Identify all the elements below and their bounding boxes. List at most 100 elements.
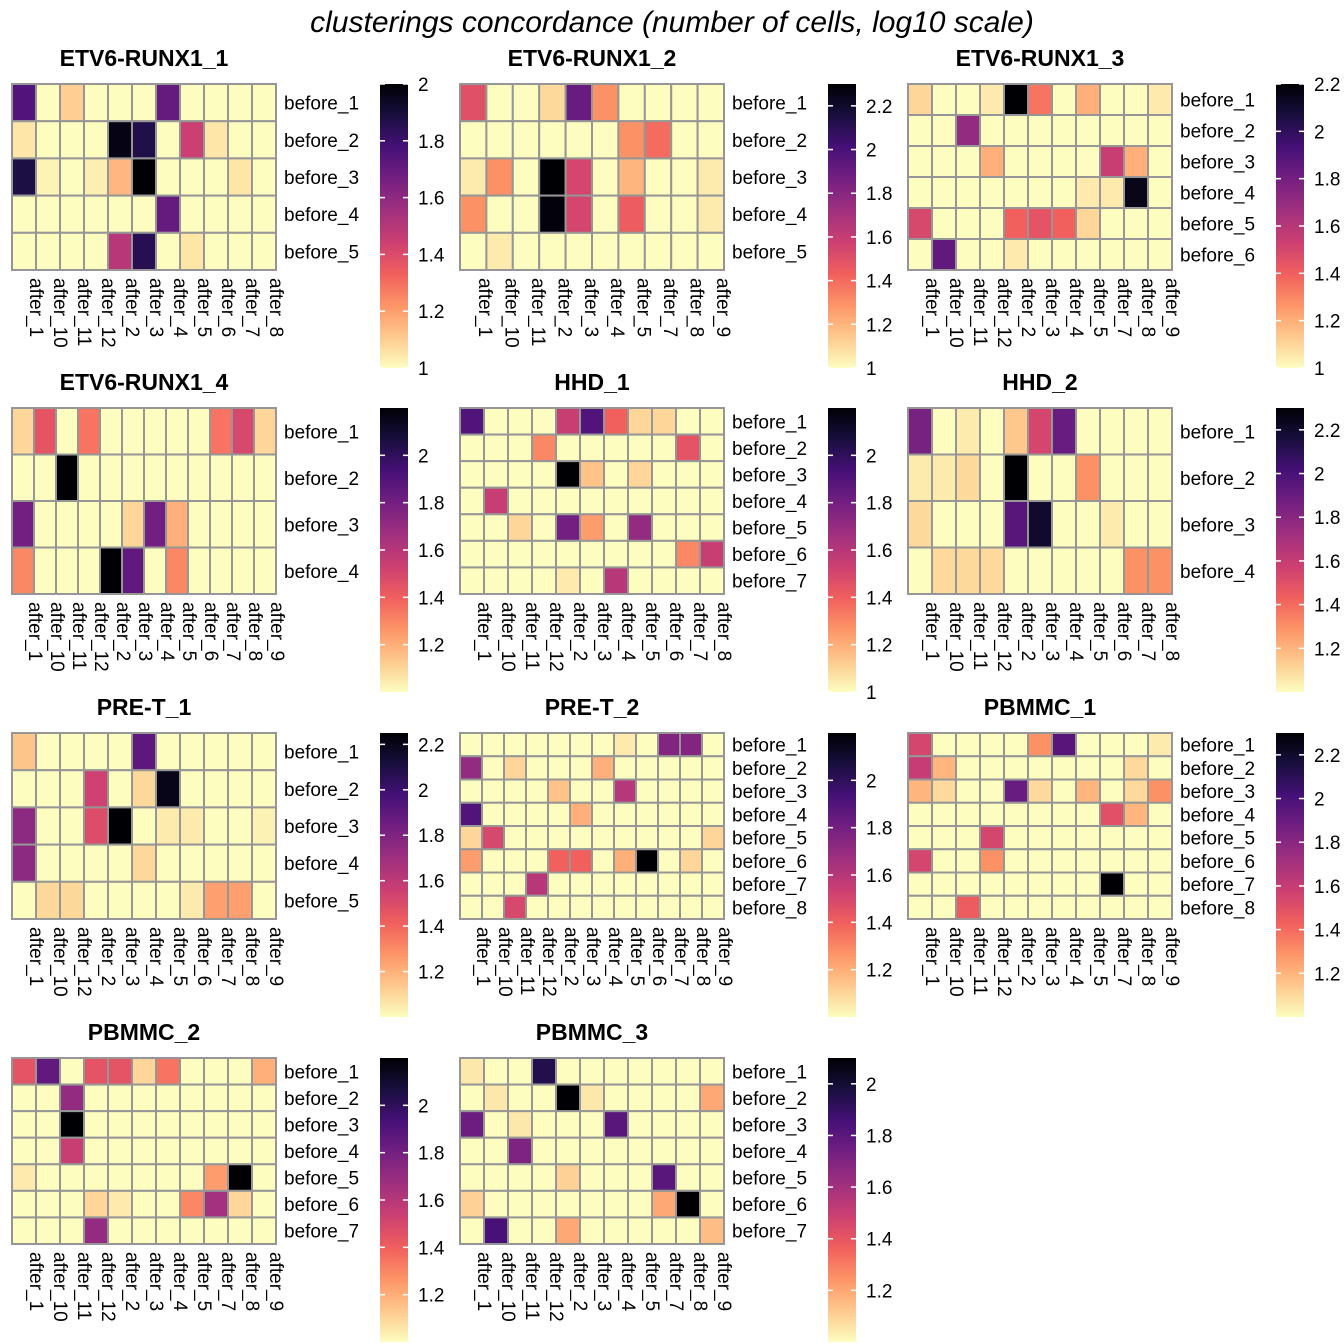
heatmap-cell	[979, 114, 1005, 147]
heatmap-cell	[131, 231, 157, 272]
column-label: after_3	[1041, 927, 1062, 986]
colorbar-tick-label: 1.6	[1314, 877, 1340, 898]
row-label: before_3	[1180, 515, 1255, 536]
heatmap-cell	[155, 1083, 181, 1113]
heatmap-cell	[1003, 114, 1029, 147]
heatmap-cell	[531, 1189, 557, 1219]
heatmap-cell	[1075, 778, 1101, 804]
heatmap-cell	[11, 1110, 37, 1139]
column-label: after_6	[648, 927, 669, 986]
row-label: before_3	[732, 168, 807, 189]
heatmap-cell	[485, 83, 514, 123]
heatmap-cell	[1123, 871, 1149, 897]
heatmap-cell	[699, 1110, 725, 1139]
heatmap-cell	[627, 1189, 653, 1219]
column-label: after_7	[670, 927, 691, 986]
row-label: before_3	[1180, 153, 1255, 174]
column-label: after_4	[617, 602, 638, 662]
heatmap-cell	[1027, 801, 1053, 827]
heatmap-cell	[99, 500, 123, 549]
row-label: before_1	[1180, 422, 1255, 443]
heatmap-cell	[459, 871, 483, 897]
heatmap-cell	[55, 546, 79, 595]
colorbar-tick-label: 1	[1314, 359, 1325, 380]
row-label: before_6	[284, 1195, 359, 1216]
heatmap-cell	[701, 801, 725, 827]
heatmap-cell	[131, 1216, 157, 1246]
colorbar-tick-label: 1	[866, 359, 877, 380]
heatmap-cell	[907, 145, 933, 178]
column-label: after_3	[582, 927, 603, 986]
heatmap-cell	[107, 194, 133, 234]
colorbar-tick-label: 1.8	[866, 494, 892, 515]
heatmap-cell	[33, 407, 57, 456]
column-label: after_2	[97, 927, 118, 986]
heatmap-cell	[165, 453, 189, 502]
heatmap-cell	[569, 755, 593, 781]
column-label: after_11	[73, 1252, 94, 1320]
column-label: after_2	[569, 602, 590, 661]
column-label: after_8	[1137, 278, 1158, 337]
heatmap-cell	[203, 1136, 229, 1166]
heatmap-cell	[1075, 755, 1101, 781]
heatmap-cell	[1123, 453, 1149, 502]
heatmap-cell	[591, 778, 615, 804]
heatmap-cell	[579, 433, 605, 463]
heatmap-cell	[613, 894, 637, 920]
panel-title: PBMMC_3	[536, 1019, 648, 1045]
heatmap-cell	[531, 539, 557, 569]
heatmap-cell	[1003, 848, 1029, 874]
colorbar-tick-label: 1.8	[866, 184, 892, 205]
heatmap-cell	[603, 460, 629, 489]
heatmap-cell	[555, 407, 581, 436]
heatmap-cell	[143, 407, 167, 456]
heatmap-cell	[155, 194, 181, 234]
column-label: after_4	[1065, 602, 1086, 662]
heatmap-cell	[579, 566, 605, 596]
heatmap-cell	[503, 871, 527, 897]
heatmap-cell	[525, 755, 549, 781]
column-label: after_12	[73, 927, 94, 997]
heatmap-cell	[635, 778, 659, 804]
heatmap-cell	[955, 176, 981, 209]
heatmap-cell	[564, 83, 593, 123]
heatmap-cell	[131, 194, 157, 234]
colorbar	[380, 84, 408, 368]
heatmap-cell	[1075, 207, 1101, 240]
heatmap-cell	[907, 801, 933, 827]
heatmap-cell	[121, 453, 145, 502]
colorbar-tick-label: 2.2	[418, 735, 444, 756]
heatmap-cell	[459, 1189, 485, 1219]
heatmap-cell	[483, 1163, 509, 1192]
heatmap-cell	[1003, 546, 1029, 595]
colorbar-tick-label: 2	[866, 771, 877, 792]
colorbar-tick-label: 1.4	[418, 917, 445, 938]
heatmap-cell	[1003, 871, 1029, 897]
row-label: before_5	[732, 519, 807, 540]
heatmap-cell	[459, 1163, 485, 1192]
heatmap-cell	[591, 157, 620, 197]
heatmap-cell	[525, 848, 549, 874]
heatmap-cell	[459, 566, 485, 596]
column-label: after_9	[712, 278, 733, 337]
heatmap-cell	[643, 120, 673, 160]
heatmap-cell	[591, 894, 615, 920]
heatmap-cell	[1051, 145, 1077, 178]
column-label: after_11	[969, 278, 990, 346]
heatmap-cell	[531, 1083, 557, 1113]
heatmap-cell	[459, 825, 483, 851]
heatmap-cell	[907, 546, 933, 595]
heatmap-cell	[679, 801, 703, 827]
heatmap-cell	[59, 157, 85, 197]
heatmap-cell	[603, 1216, 629, 1246]
column-label: after_9	[265, 927, 286, 986]
heatmap-cell	[59, 1057, 85, 1086]
heatmap-cell	[579, 460, 605, 489]
heatmap-cell	[155, 157, 181, 197]
heatmap-cell	[59, 1163, 85, 1192]
column-label: after_7	[665, 1252, 686, 1311]
colorbar-tick-label: 1	[866, 683, 877, 704]
heatmap-cell	[1123, 825, 1149, 851]
heatmap-cell	[83, 732, 109, 772]
